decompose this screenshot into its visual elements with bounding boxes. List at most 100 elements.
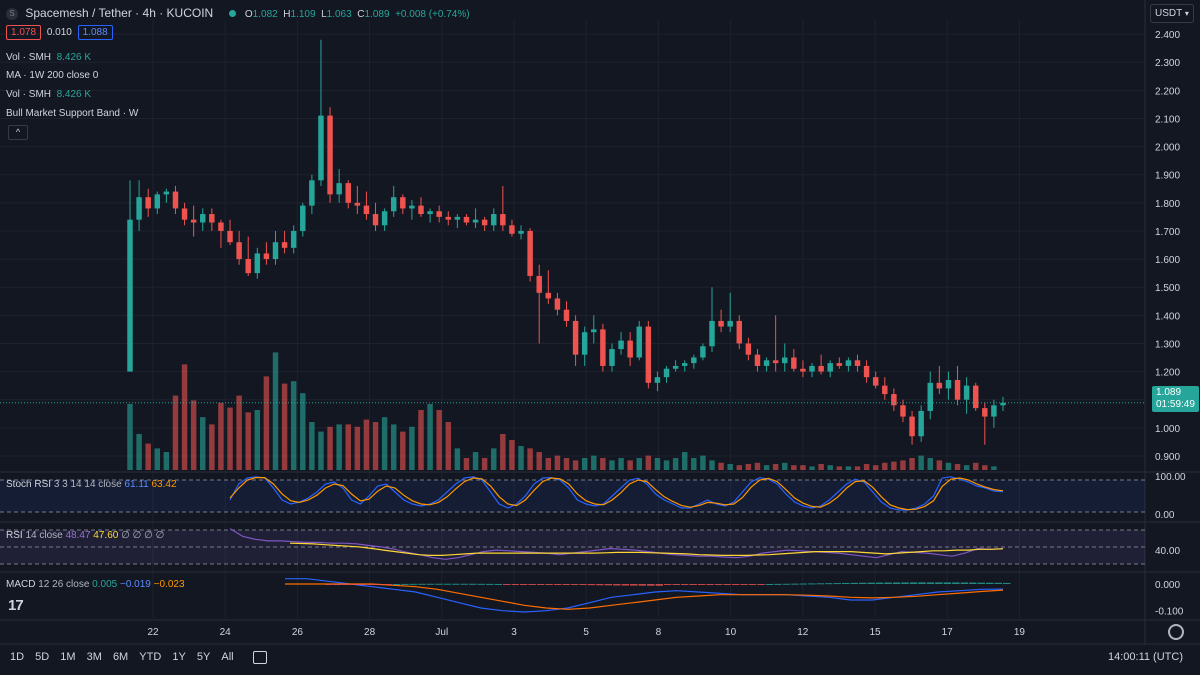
bid-price[interactable]: 1.078	[6, 25, 42, 40]
legend-ma-1w[interactable]: MA · 1W 200 close 0	[6, 70, 99, 81]
candle-body[interactable]	[318, 115, 324, 181]
candle-body[interactable]	[172, 191, 179, 209]
candle-body[interactable]	[854, 360, 861, 366]
candle-body[interactable]	[782, 357, 788, 364]
candle-body[interactable]	[900, 405, 906, 417]
candle-body[interactable]	[345, 183, 351, 203]
candle-body[interactable]	[672, 365, 679, 369]
candle-body[interactable]	[845, 360, 852, 366]
candle-body[interactable]	[309, 180, 315, 206]
candle-body[interactable]	[709, 320, 715, 347]
candle-body[interactable]	[236, 242, 242, 260]
candle-body[interactable]	[536, 275, 542, 293]
settings-gear-icon[interactable]	[1168, 624, 1184, 640]
candle-body[interactable]	[200, 214, 206, 223]
range-1y[interactable]: 1Y	[172, 651, 186, 664]
range-1d[interactable]: 1D	[10, 651, 25, 664]
candle-body[interactable]	[381, 211, 388, 226]
candle-body[interactable]	[418, 205, 424, 215]
collapse-legend-chevron-up-icon[interactable]: ^	[8, 125, 28, 140]
candle-body[interactable]	[327, 115, 333, 195]
candle-body[interactable]	[645, 326, 652, 383]
candle-body[interactable]	[290, 230, 297, 248]
candle-body[interactable]	[572, 320, 579, 355]
candle-body[interactable]	[300, 205, 306, 231]
candle-body[interactable]	[927, 382, 933, 411]
candle-body[interactable]	[245, 259, 251, 274]
candle-body[interactable]	[691, 357, 697, 364]
candle-body[interactable]	[145, 197, 151, 209]
candle-body[interactable]	[991, 405, 997, 417]
candle-body[interactable]	[891, 394, 897, 406]
candle-body[interactable]	[618, 340, 624, 350]
candle-body[interactable]	[136, 197, 142, 220]
candle-body[interactable]	[390, 197, 397, 212]
candle-body[interactable]	[163, 191, 170, 195]
range-5d[interactable]: 5D	[35, 651, 50, 664]
candle-body[interactable]	[445, 216, 452, 220]
candle-body[interactable]	[218, 222, 224, 231]
candle-body[interactable]	[527, 230, 533, 276]
candle-body[interactable]	[254, 253, 261, 274]
candle-body[interactable]	[972, 385, 979, 409]
ask-price[interactable]: 1.088	[77, 25, 113, 40]
candle-body[interactable]	[1000, 402, 1006, 406]
candle-body[interactable]	[409, 205, 415, 209]
candle-body[interactable]	[372, 214, 379, 226]
date-range-calendar-icon[interactable]	[252, 651, 267, 664]
candle-body[interactable]	[663, 368, 670, 378]
candle-body[interactable]	[654, 377, 661, 383]
utc-clock[interactable]: 14:00:11 (UTC)	[1108, 651, 1183, 663]
range-5y[interactable]: 5Y	[196, 651, 211, 664]
candle-body[interactable]	[718, 320, 724, 327]
candle-body[interactable]	[272, 242, 279, 260]
bid-ask-box[interactable]: 1.078 0.010 1.088	[6, 25, 113, 40]
rsi-legend[interactable]: RSI 14 close 48.47 47.60 ∅ ∅ ∅ ∅	[6, 530, 165, 541]
candle-body[interactable]	[481, 219, 488, 226]
candle-body[interactable]	[181, 208, 188, 220]
candle-body[interactable]	[472, 219, 479, 223]
candle-body[interactable]	[154, 194, 161, 209]
candle-body[interactable]	[400, 197, 406, 209]
candle-body[interactable]	[954, 380, 961, 400]
macd-legend[interactable]: MACD 12 26 close 0.005 −0.019 −0.023	[6, 579, 185, 590]
candle-body[interactable]	[863, 365, 870, 378]
candle-body[interactable]	[818, 365, 824, 372]
candle-body[interactable]	[209, 214, 215, 223]
candle-body[interactable]	[491, 214, 497, 226]
candle-body[interactable]	[982, 408, 988, 417]
legend-volume-2[interactable]: Vol · SMH 8.426 K	[6, 89, 92, 100]
candle-body[interactable]	[945, 380, 952, 389]
symbol-header[interactable]: S Spacemesh / Tether · 4h · KUCOIN O1.08…	[6, 6, 470, 20]
candle-body[interactable]	[772, 360, 779, 364]
candle-body[interactable]	[936, 382, 943, 389]
candle-body[interactable]	[463, 216, 470, 223]
candle-body[interactable]	[227, 230, 233, 243]
candle-body[interactable]	[190, 219, 197, 223]
candle-body[interactable]	[545, 292, 552, 299]
candle-body[interactable]	[500, 214, 506, 226]
candle-body[interactable]	[918, 410, 924, 437]
range-6m[interactable]: 6M	[112, 651, 129, 664]
candle-body[interactable]	[336, 183, 342, 195]
candle-body[interactable]	[763, 360, 770, 366]
candle-body[interactable]	[909, 416, 915, 437]
candle-body[interactable]	[827, 363, 833, 372]
range-3m[interactable]: 3M	[86, 651, 102, 664]
candle-body[interactable]	[627, 340, 633, 358]
currency-selector[interactable]: USDT ▾	[1150, 4, 1194, 23]
candle-body[interactable]	[454, 216, 461, 220]
candle-body[interactable]	[791, 357, 797, 369]
candle-body[interactable]	[563, 309, 570, 321]
candle-body[interactable]	[872, 377, 879, 386]
candle-body[interactable]	[554, 298, 561, 310]
candle-body[interactable]	[736, 320, 743, 344]
candle-body[interactable]	[836, 363, 843, 366]
candle-body[interactable]	[963, 385, 970, 400]
candle-body[interactable]	[263, 253, 270, 260]
candle-body[interactable]	[427, 211, 433, 215]
candle-body[interactable]	[809, 365, 815, 372]
candle-body[interactable]	[754, 354, 761, 366]
candle-body[interactable]	[636, 326, 642, 358]
